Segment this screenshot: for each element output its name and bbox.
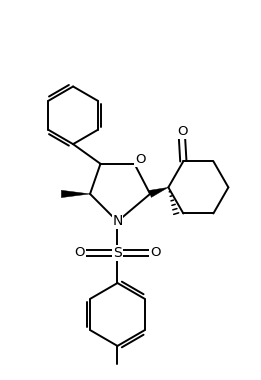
Text: O: O <box>74 246 85 260</box>
Text: O: O <box>150 246 161 260</box>
Text: O: O <box>177 125 187 138</box>
Polygon shape <box>61 190 90 198</box>
Text: N: N <box>112 214 123 228</box>
Text: S: S <box>113 246 122 260</box>
Polygon shape <box>149 187 168 197</box>
Text: O: O <box>135 154 145 166</box>
